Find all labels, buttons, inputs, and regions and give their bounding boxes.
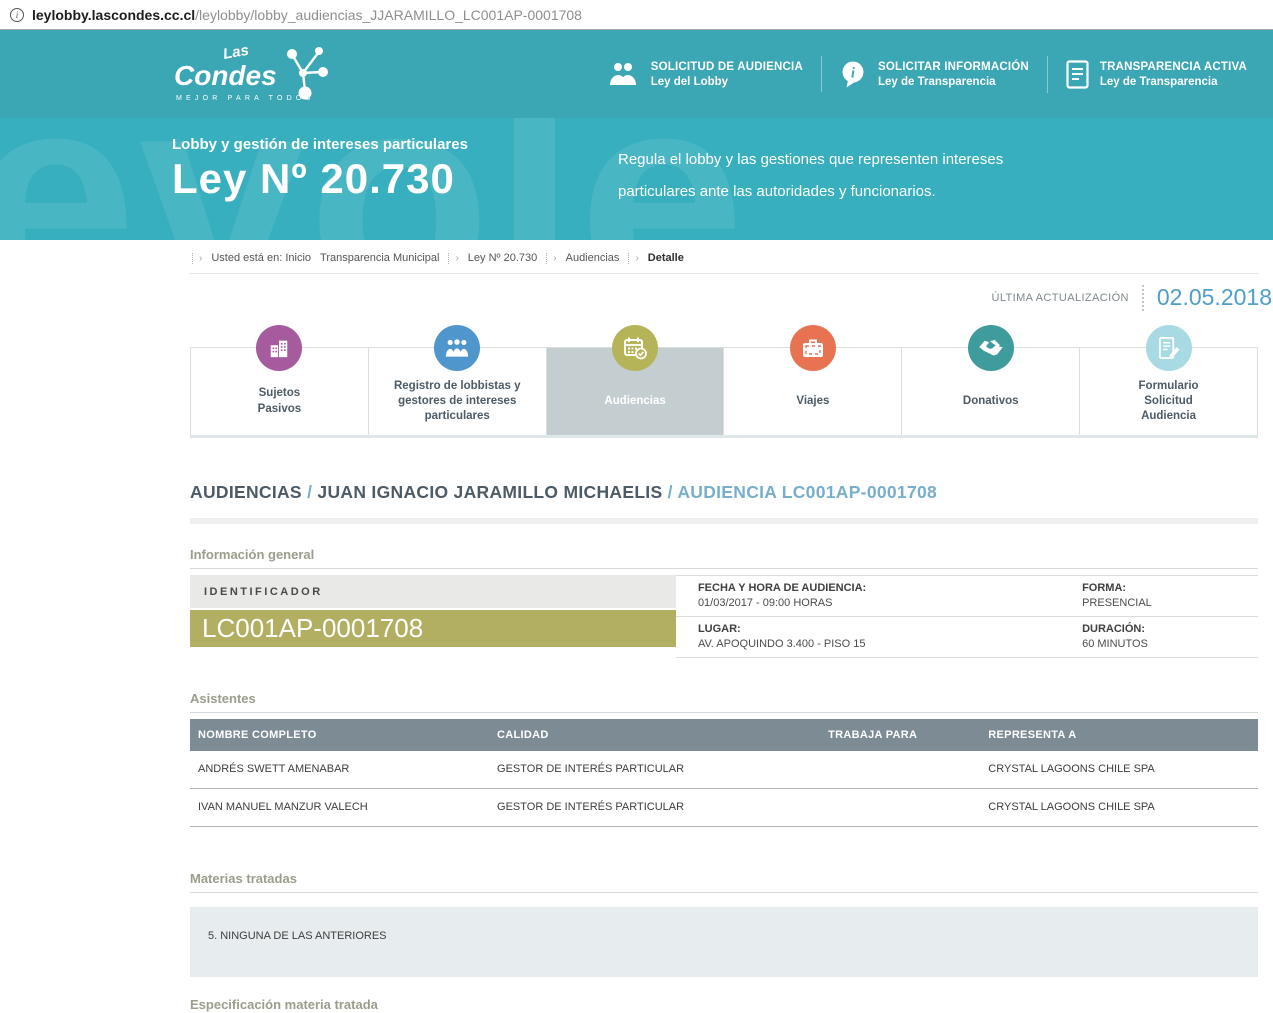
form-pencil-icon <box>1145 325 1192 371</box>
cell-representa: CRYSTAL LAGOONS CHILE SPA <box>980 751 1258 789</box>
banner-law-title: Ley Nº 20.730 <box>172 155 455 202</box>
tab-viajes[interactable]: Viajes <box>724 325 903 435</box>
column-header-representa: REPRESENTA A <box>980 719 1258 751</box>
cell-trabaja <box>820 751 981 789</box>
nav-transparencia-activa[interactable]: TRANSPARENCIA ACTIVA Ley de Transparenci… <box>1046 55 1265 93</box>
breadcrumb-detalle: Detalle <box>647 252 684 264</box>
tab-registro-lobbistas[interactable]: Registro de lobbistas y gestores de inte… <box>368 325 547 435</box>
main-content: › Usted está en: Inicio Transparencia Mu… <box>190 240 1272 1013</box>
browser-url-bar[interactable]: i leylobby.lascondes.cc.cl/leylobby/lobb… <box>0 0 1273 30</box>
site-header: Las Condes MEJOR PARA TODOS SOLICITUD DE… <box>0 30 1273 118</box>
law-banner: evole Lobby y gestión de intereses parti… <box>0 118 1273 240</box>
banner-watermark: evole <box>0 118 747 240</box>
suitcase-icon <box>789 325 836 371</box>
field-lugar: LUGAR: AV. APOQUINDO 3.400 - PISO 15 <box>675 617 1061 658</box>
section-title-materias: Materias tratadas <box>190 871 1258 893</box>
breadcrumb-separator-icon: › <box>192 252 202 264</box>
section-title-especificacion: Especificación materia tratada <box>190 997 1258 1013</box>
tab-sujetos-pasivos[interactable]: Sujetos Pasivos <box>190 325 369 435</box>
identificador-value: LC001AP-0001708 <box>190 610 676 647</box>
identificador-label: IDENTIFICADOR <box>190 575 676 608</box>
header-nav: SOLICITUD DE AUDIENCIA Ley del Lobby i S… <box>588 55 1273 93</box>
cell-trabaja <box>820 788 981 827</box>
cell-nombre: IVAN MANUEL MANZUR VALECH <box>190 788 490 827</box>
field-fecha-hora: FECHA Y HORA DE AUDIENCIA: 01/03/2017 - … <box>675 576 1061 617</box>
asistentes-table: NOMBRE COMPLETO CALIDAD TRABAJA PARA REP… <box>190 719 1258 827</box>
page-title: AUDIENCIAS / JUAN IGNACIO JARAMILLO MICH… <box>190 482 938 502</box>
document-icon <box>1066 59 1089 89</box>
buildings-icon <box>256 325 303 371</box>
info-bubble-icon: i <box>842 61 864 88</box>
breadcrumb-separator-icon: › <box>448 252 459 264</box>
section-title-informacion-general: Información general <box>190 547 1258 569</box>
column-header-trabaja: TRABAJA PARA <box>820 719 981 751</box>
cell-calidad: GESTOR DE INTERÉS PARTICULAR <box>489 788 821 827</box>
column-header-nombre: NOMBRE COMPLETO <box>190 719 490 751</box>
cell-representa: CRYSTAL LAGOONS CHILE SPA <box>980 788 1258 827</box>
tab-label: Audiencias <box>604 394 666 407</box>
molecule-icon <box>291 52 323 92</box>
calendar-check-icon <box>612 325 659 371</box>
last-update-date: 02.05.2018 <box>1156 284 1272 310</box>
las-condes-logo[interactable]: Las Condes MEJOR PARA TODOS <box>172 43 330 105</box>
cell-calidad: GESTOR DE INTERÉS PARTICULAR <box>489 751 821 789</box>
tab-label: Formulario Solicitud Audiencia <box>1138 379 1199 423</box>
nav-subtitle: Ley de Transparencia <box>877 75 996 88</box>
title-divider-bar <box>190 518 1258 524</box>
section-tabs: Sujetos Pasivos Registro de lobbistas y … <box>190 325 1258 438</box>
logo-line1: Las <box>222 43 250 63</box>
nav-solicitud-audiencia[interactable]: SOLICITUD DE AUDIENCIA Ley del Lobby <box>588 57 821 92</box>
breadcrumb-separator-icon: › <box>546 252 557 264</box>
last-update-label: ÚLTIMA ACTUALIZACIÓN <box>991 291 1129 304</box>
page-title-person: JUAN IGNACIO JARAMILLO MICHAELIS <box>317 482 663 502</box>
informacion-general-grid: IDENTIFICADOR LC001AP-0001708 FECHA Y HO… <box>190 575 1258 658</box>
nav-title: SOLICITAR INFORMACIÓN <box>877 60 1029 73</box>
breadcrumb-inicio[interactable]: Usted está en: Inicio <box>211 252 312 264</box>
section-title-asistentes: Asistentes <box>190 691 1258 713</box>
people-icon <box>609 63 636 85</box>
logo-tagline: MEJOR PARA TODOS <box>176 95 314 102</box>
page-title-audiencias: AUDIENCIAS <box>190 482 302 502</box>
tab-label: Viajes <box>796 394 830 407</box>
breadcrumb: › Usted está en: Inicio Transparencia Mu… <box>190 240 1258 274</box>
url-domain: leylobby.lascondes.cc.cl <box>32 6 196 23</box>
nav-subtitle: Ley de Transparencia <box>1099 75 1218 88</box>
las-condes-logo-graphic: Las Condes MEJOR PARA TODOS <box>174 43 328 102</box>
last-update-row: ÚLTIMA ACTUALIZACIÓN 02.05.2018 <box>190 284 1272 311</box>
tab-audiencias[interactable]: Audiencias <box>546 325 725 435</box>
field-duracion: DURACIÓN: 60 MINUTOS <box>1060 617 1258 658</box>
breadcrumb-audiencias[interactable]: Audiencias <box>565 252 620 264</box>
tab-label: Registro de lobbistas y gestores de inte… <box>393 379 521 423</box>
table-row: ANDRÉS SWETT AMENABAR GESTOR DE INTERÉS … <box>190 751 1258 789</box>
tab-formulario-solicitud[interactable]: Formulario Solicitud Audiencia <box>1080 325 1258 435</box>
nav-solicitar-informacion[interactable]: i SOLICITAR INFORMACIÓN Ley de Transpare… <box>820 56 1047 92</box>
svg-text:i: i <box>851 66 856 82</box>
tab-label: Sujetos Pasivos <box>257 387 302 415</box>
cell-nombre: ANDRÉS SWETT AMENABAR <box>190 751 490 789</box>
nav-title: SOLICITUD DE AUDIENCIA <box>650 60 803 73</box>
field-forma: FORMA: PRESENCIAL <box>1060 576 1258 617</box>
tab-donativos[interactable]: Donativos <box>902 325 1081 435</box>
page-info-icon[interactable]: i <box>10 7 24 22</box>
url-path: /leylobby/lobby_audiencias_JJARAMILLO_LC… <box>195 6 582 23</box>
url-text[interactable]: leylobby.lascondes.cc.cl/leylobby/lobby_… <box>32 7 582 23</box>
people-group-icon <box>434 325 481 371</box>
handshake-icon <box>967 325 1014 371</box>
last-update-divider <box>1141 284 1144 311</box>
table-header-row: NOMBRE COMPLETO CALIDAD TRABAJA PARA REP… <box>190 719 1258 751</box>
nav-title: TRANSPARENCIA ACTIVA <box>1099 60 1247 73</box>
table-row: IVAN MANUEL MANZUR VALECH GESTOR DE INTE… <box>190 788 1258 827</box>
banner-kicker: Lobby y gestión de intereses particulare… <box>172 136 468 153</box>
materias-content-box: 5. NINGUNA DE LAS ANTERIORES <box>190 907 1258 977</box>
page-title-audiencia-id: AUDIENCIA LC001AP-0001708 <box>677 482 938 502</box>
breadcrumb-transparencia-municipal[interactable]: Transparencia Municipal <box>320 252 440 264</box>
nav-subtitle: Ley del Lobby <box>650 75 729 88</box>
breadcrumb-separator-icon: › <box>628 252 639 264</box>
tab-label: Donativos <box>962 394 1019 407</box>
banner-description: Regula el lobby y las gestiones que repr… <box>618 151 1004 201</box>
logo-line2: Condes <box>174 60 277 91</box>
column-header-calidad: CALIDAD <box>489 719 821 751</box>
breadcrumb-ley-20730[interactable]: Ley Nº 20.730 <box>467 252 538 264</box>
